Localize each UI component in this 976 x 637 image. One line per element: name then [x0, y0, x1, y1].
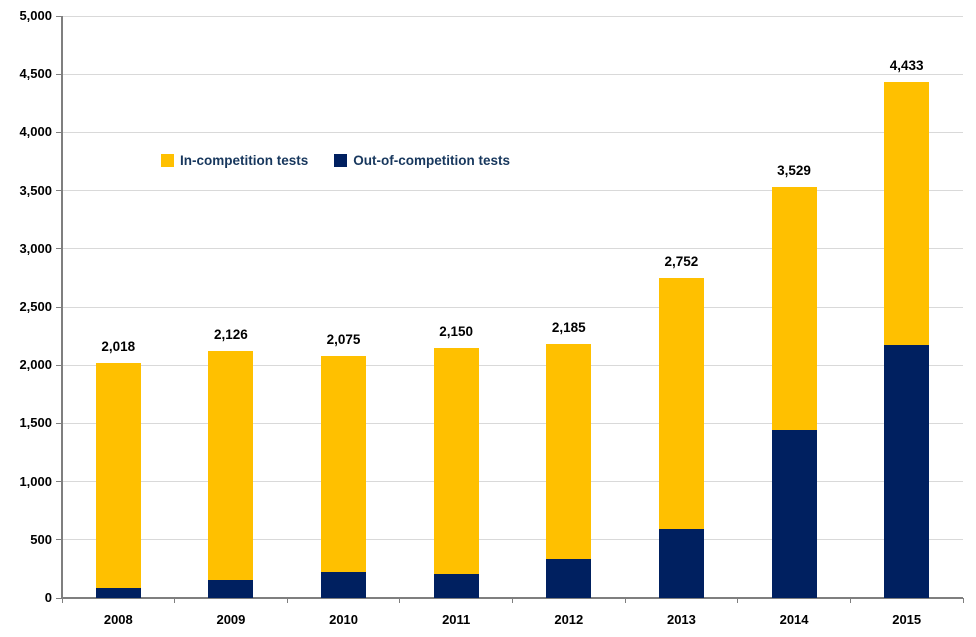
- y-axis-tick-label: 1,500: [19, 415, 52, 431]
- x-axis-category-label: 2011: [442, 612, 471, 627]
- x-tick-mark: [849, 598, 851, 603]
- y-tick-mark: [56, 422, 62, 424]
- y-gridline: [62, 248, 963, 250]
- y-tick-mark: [56, 597, 62, 599]
- y-gridline: [62, 73, 963, 75]
- y-tick-mark: [56, 539, 62, 541]
- bar-total-label: 2,752: [664, 253, 699, 269]
- out-of-competition-swatch-icon: [334, 154, 348, 167]
- y-axis-tick-label: 2,000: [19, 357, 52, 373]
- bar-total-label: 2,126: [214, 326, 248, 342]
- bar-segment-in-competition-tests: [208, 350, 254, 580]
- y-gridline: [62, 306, 963, 308]
- y-gridline: [62, 15, 963, 17]
- x-axis-category-label: 2009: [216, 612, 246, 627]
- x-axis-category-label: 2012: [554, 612, 584, 627]
- bar-segment-out-of-competition-tests: [95, 587, 141, 598]
- x-tick-mark: [737, 598, 739, 603]
- y-axis-tick-label: 500: [30, 531, 52, 547]
- bar-segment-in-competition-tests: [321, 356, 367, 573]
- y-gridline: [62, 539, 963, 541]
- y-axis-tick-label: 3,000: [19, 240, 52, 256]
- y-tick-mark: [56, 248, 62, 250]
- bar-segment-out-of-competition-tests: [321, 572, 367, 598]
- x-tick-mark: [174, 598, 176, 603]
- bar-segment-out-of-competition-tests: [208, 579, 254, 598]
- y-axis-tick-label: 4,000: [19, 124, 52, 140]
- bar-total-label: 2,150: [439, 323, 474, 339]
- x-tick-mark: [399, 598, 401, 603]
- bar-segment-out-of-competition-tests: [433, 574, 479, 598]
- y-tick-mark: [56, 481, 62, 483]
- y-gridline: [62, 364, 963, 366]
- legend-item-in-competition: In-competition tests: [161, 153, 308, 168]
- bar-total-label: 3,529: [777, 163, 811, 179]
- bar-total-label: 2,185: [551, 319, 586, 335]
- x-axis-category-label: 2008: [103, 612, 133, 627]
- y-tick-mark: [56, 364, 62, 366]
- x-axis-category-label: 2015: [892, 612, 922, 627]
- y-axis-tick-label: 2,500: [19, 299, 52, 314]
- y-gridline: [62, 190, 963, 192]
- x-tick-mark: [512, 598, 513, 603]
- legend: In-competition tests Out-of-competition …: [161, 153, 510, 168]
- y-tick-mark: [56, 15, 62, 17]
- legend-item-out-of-competition: Out-of-competition tests: [334, 153, 510, 168]
- bar-segment-in-competition-tests: [658, 277, 704, 530]
- x-tick-mark: [61, 598, 63, 603]
- y-gridline: [62, 481, 963, 483]
- x-tick-mark: [962, 598, 964, 603]
- y-tick-mark: [56, 306, 62, 308]
- y-tick-mark: [56, 73, 62, 75]
- bar-total-label: 2,018: [101, 339, 136, 355]
- x-axis-category-label: 2014: [779, 612, 809, 627]
- x-tick-mark: [624, 598, 626, 603]
- bar-segment-in-competition-tests: [884, 81, 930, 346]
- y-axis-tick-label: 0: [44, 590, 52, 605]
- y-gridline: [62, 131, 963, 133]
- bar-segment-in-competition-tests: [95, 363, 141, 588]
- legend-label-out-of-competition: Out-of-competition tests: [353, 153, 511, 168]
- bar-total-label: 4,433: [889, 57, 924, 73]
- legend-label-in-competition: In-competition tests: [180, 153, 309, 168]
- y-axis: [61, 16, 63, 598]
- bar-segment-out-of-competition-tests: [658, 529, 704, 598]
- x-axis-category-label: 2010: [329, 612, 359, 627]
- y-axis-tick-label: 3,500: [19, 182, 52, 198]
- bar-segment-in-competition-tests: [433, 347, 479, 575]
- x-tick-mark: [286, 598, 288, 603]
- y-axis-tick-label: 5,000: [19, 8, 52, 23]
- y-axis-tick-label: 1,000: [19, 473, 52, 489]
- bar-segment-in-competition-tests: [546, 343, 592, 559]
- bar-segment-out-of-competition-tests: [546, 559, 592, 598]
- y-gridline: [62, 422, 963, 424]
- bar-segment-in-competition-tests: [771, 187, 817, 431]
- y-axis-tick-label: 4,500: [19, 66, 52, 82]
- bar-total-label: 2,075: [326, 332, 361, 348]
- in-competition-swatch-icon: [161, 154, 174, 167]
- x-axis-category-label: 2013: [666, 612, 696, 627]
- bar-segment-out-of-competition-tests: [884, 345, 930, 598]
- y-tick-mark: [56, 190, 62, 192]
- y-tick-mark: [56, 131, 62, 133]
- bar-segment-out-of-competition-tests: [771, 430, 817, 598]
